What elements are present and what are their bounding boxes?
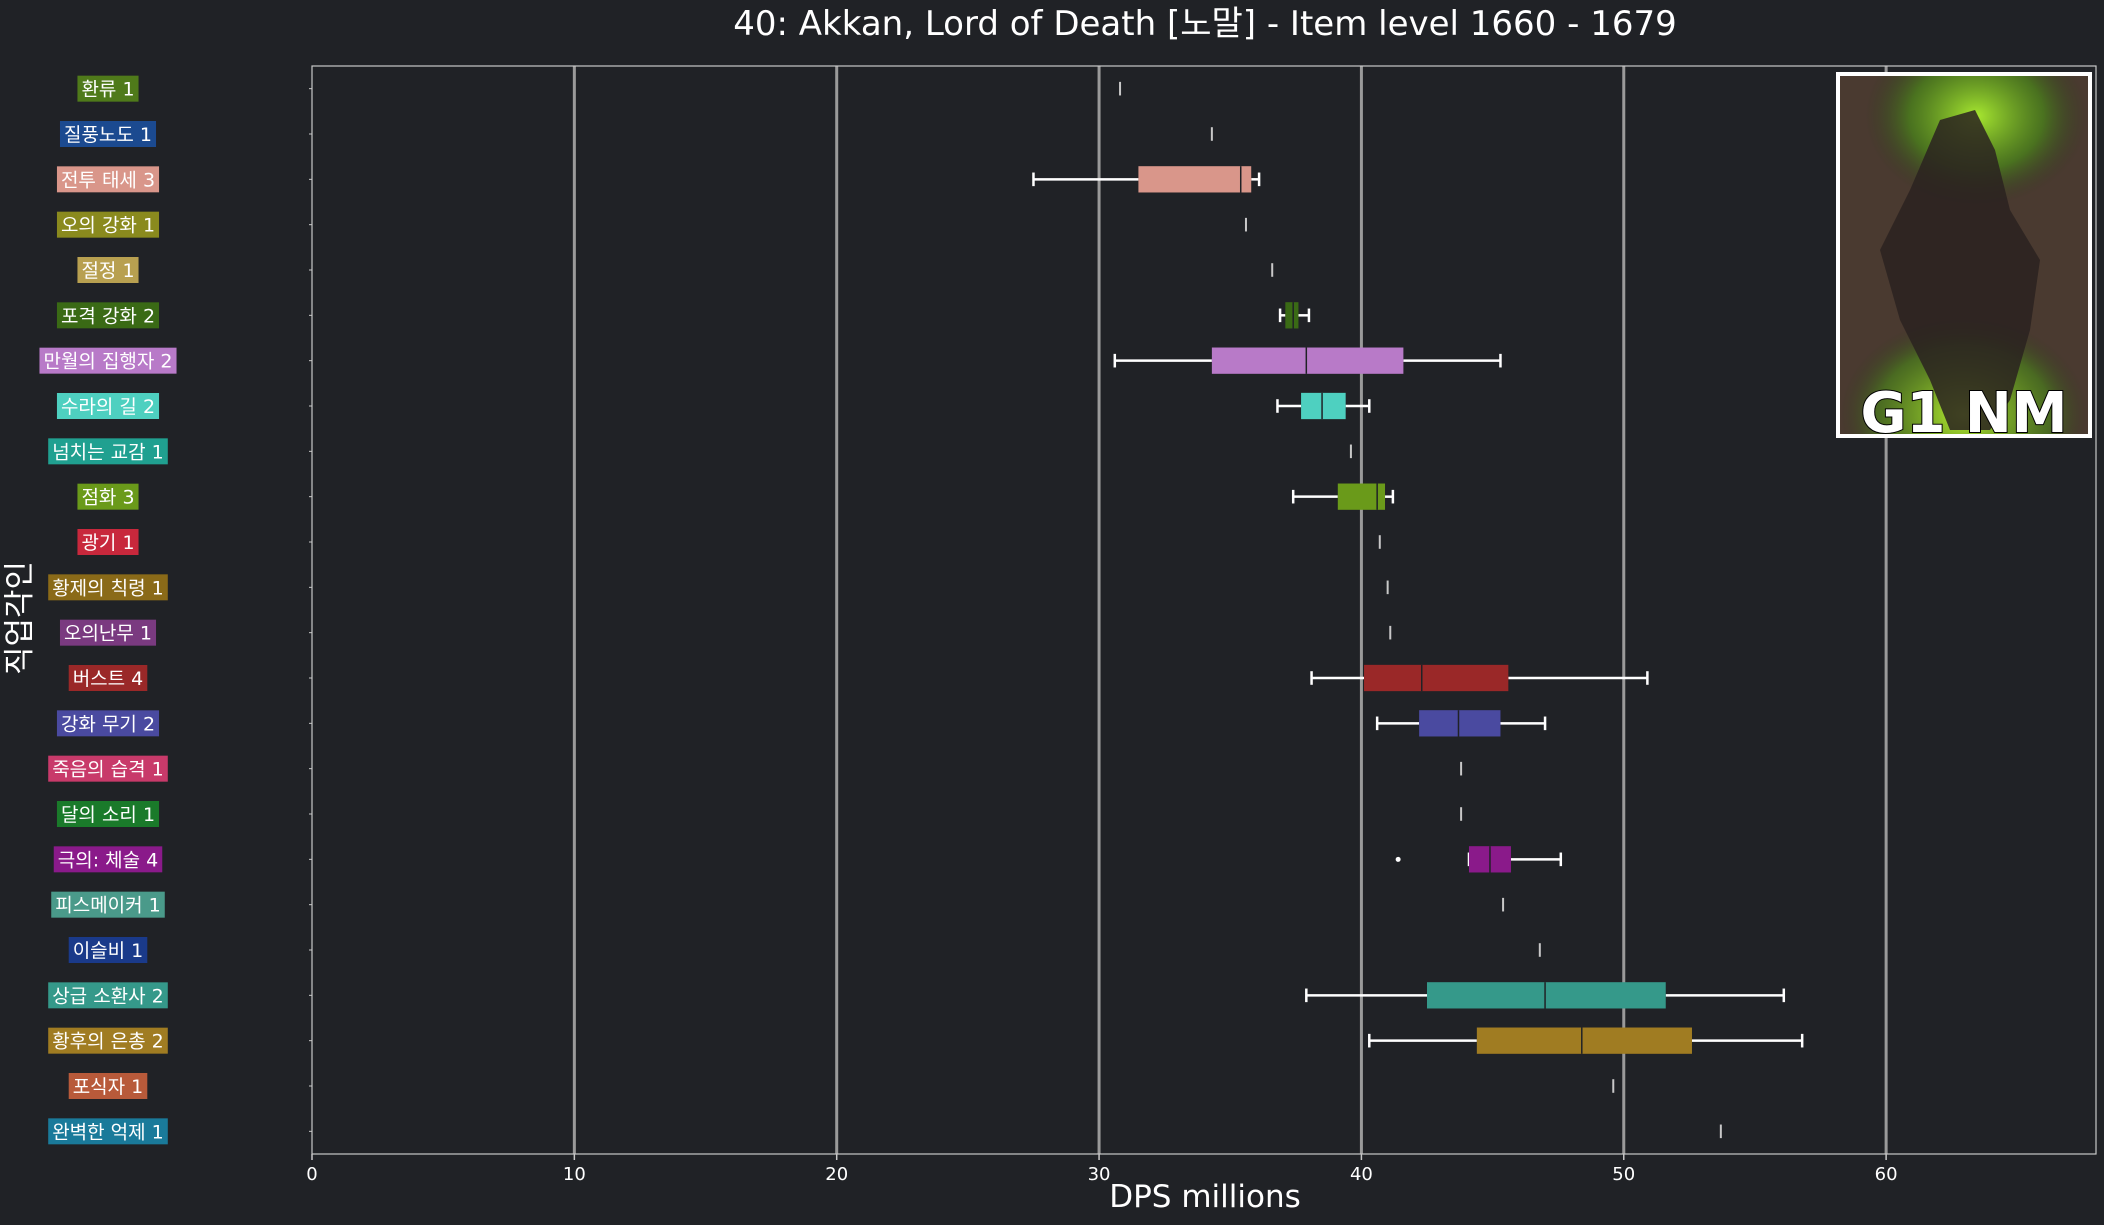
category-label: 포격 강화 2 — [61, 305, 155, 327]
plot-area-frame — [311, 65, 2097, 1155]
box-iqr — [1337, 483, 1386, 510]
box-iqr — [1285, 302, 1299, 329]
category-label-bg — [39, 347, 177, 374]
box-series — [1368, 1027, 1804, 1054]
x-axis-ticks: 0 10 20 30 40 50 60 — [306, 1154, 1898, 1185]
category-label-bg — [56, 166, 160, 193]
category-label-bg — [48, 1118, 168, 1145]
category-label-bg — [68, 665, 148, 691]
box-series — [1276, 392, 1371, 420]
badge-text: G1 NM — [1860, 381, 2067, 446]
box-iqr — [1427, 982, 1666, 1009]
category-label-bg — [56, 710, 160, 737]
box-series — [1291, 483, 1395, 510]
box-series — [1395, 846, 1563, 873]
x-tick-label: 40 — [1350, 1164, 1373, 1185]
x-tick-label: 60 — [1875, 1164, 1898, 1185]
category-label: 질풍노도 1 — [64, 124, 152, 146]
category-label-bg — [56, 801, 160, 827]
category-label: 만월의 집행자 2 — [43, 351, 172, 373]
category-label-bg — [53, 846, 163, 873]
category-label: 달의 소리 1 — [61, 804, 155, 826]
category-label-bg — [77, 257, 139, 283]
category-label-bg — [56, 302, 160, 329]
category-label: 죽음의 습격 1 — [52, 759, 164, 781]
box-series — [1278, 302, 1311, 329]
category-label: 이슬비 1 — [73, 940, 144, 962]
category-label: 전투 태세 3 — [61, 169, 155, 191]
category-label: 완벽한 억제 1 — [52, 1121, 164, 1143]
category-label: 오의난무 1 — [64, 623, 152, 645]
category-label-bg — [56, 211, 160, 238]
box-iqr — [1419, 710, 1501, 737]
category-label-bg — [51, 891, 165, 918]
category-label-bg — [48, 438, 168, 465]
category-label-bg — [48, 574, 168, 601]
boss-silhouette — [1880, 110, 2040, 430]
category-label: 강화 무기 2 — [61, 713, 155, 735]
category-label-bg — [48, 982, 168, 1009]
category-labels-layer: 환류 1 질풍노도 1 전투 태세 3 오의 강화 1 절정 1 포격 강화 2 만월의 집… — [39, 75, 312, 1145]
x-tick-label: 50 — [1612, 1164, 1635, 1185]
box-series — [1310, 664, 1649, 692]
y-axis-label: 직업각인 — [2, 561, 38, 675]
x-tick-label: 10 — [563, 1164, 586, 1185]
category-label: 넘치는 교감 1 — [52, 441, 164, 463]
category-label-bg — [56, 393, 160, 419]
category-label: 상급 소환사 2 — [52, 985, 164, 1007]
category-label-bg — [48, 1027, 168, 1054]
x-axis-label: DPS millions — [1109, 1179, 1301, 1215]
category-label-bg — [68, 1073, 148, 1099]
category-label-bg — [77, 483, 139, 510]
category-label-bg — [59, 619, 157, 646]
box-iqr — [1476, 1027, 1692, 1054]
category-label: 광기 1 — [81, 532, 134, 554]
box-series — [1032, 166, 1261, 193]
category-label: 수라의 길 2 — [61, 396, 155, 418]
box-iqr — [1364, 664, 1509, 692]
category-label: 피스메이커 1 — [55, 895, 161, 917]
category-label: 포식자 1 — [73, 1076, 144, 1098]
category-label-bg — [48, 755, 168, 782]
category-label-bg — [77, 529, 139, 555]
box-series — [1113, 347, 1502, 374]
category-label: 환류 1 — [81, 79, 134, 101]
x-tick-label: 0 — [306, 1164, 317, 1185]
category-label-bg — [59, 121, 157, 147]
box-series — [1375, 710, 1547, 737]
category-label-bg — [68, 937, 148, 963]
category-label: 버스트 4 — [73, 668, 144, 690]
category-label: 극의: 체술 4 — [58, 849, 159, 871]
boss-portrait-badge: G1 NM — [1836, 72, 2092, 447]
category-label: 점화 3 — [81, 487, 134, 509]
box-iqr — [1211, 347, 1404, 374]
category-label: 절정 1 — [81, 260, 134, 282]
x-tick-label: 30 — [1088, 1164, 1111, 1185]
category-label: 황후의 은총 2 — [52, 1031, 164, 1053]
category-label-bg — [77, 75, 139, 102]
box-series — [1305, 982, 1786, 1009]
category-label: 황제의 칙령 1 — [52, 577, 164, 599]
x-tick-label: 20 — [825, 1164, 848, 1185]
box-iqr — [1301, 392, 1346, 420]
category-label: 오의 강화 1 — [61, 215, 155, 237]
box-series-layer — [1032, 81, 1804, 1139]
box-iqr — [1138, 166, 1252, 193]
chart-title: 40: Akkan, Lord of Death [노말] - Item lev… — [733, 4, 1676, 44]
outlier-point — [1395, 856, 1401, 862]
